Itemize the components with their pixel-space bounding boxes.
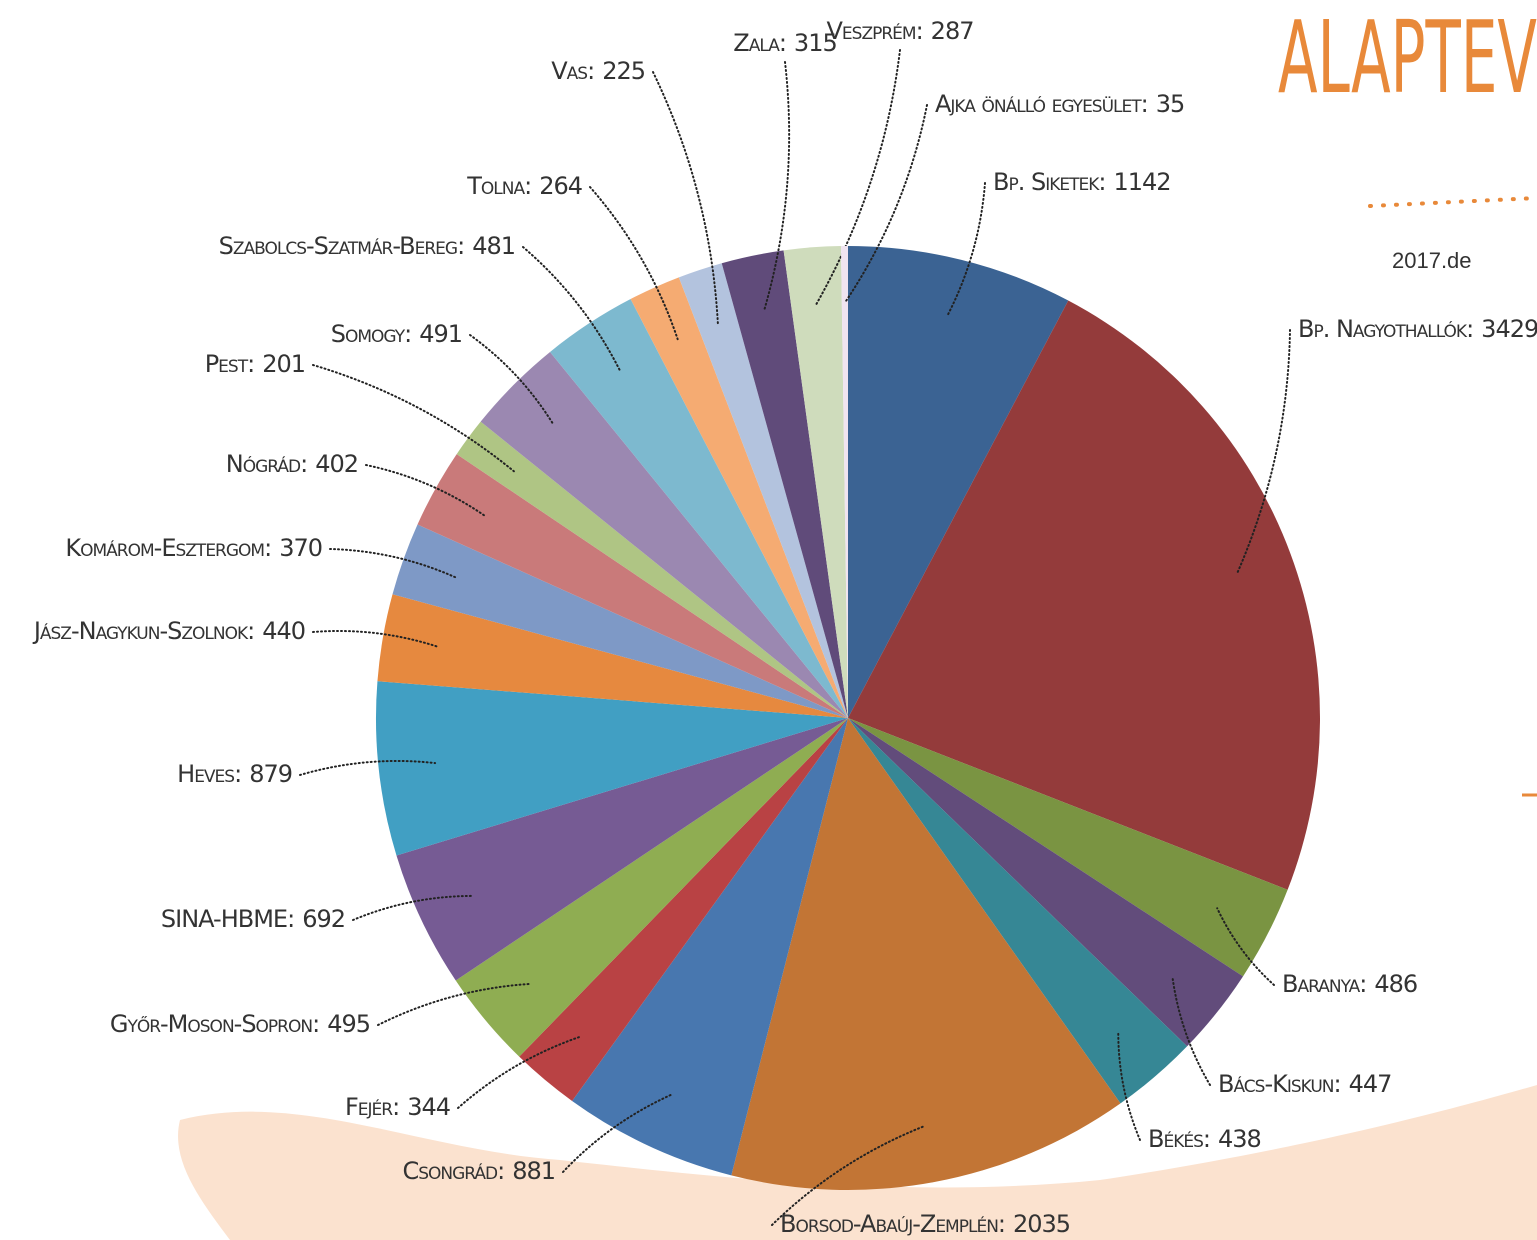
label-name: Vas: xyxy=(551,57,594,85)
slice-label: Szabolcs-Szatmár-Bereg:481 xyxy=(219,232,515,260)
label-name: Fejér: xyxy=(345,1093,399,1121)
slice-label: SINA-HBME: 692 xyxy=(161,905,345,933)
chart: ALAPTEV 2017.de Bp. Siketek: 1142 Bp. Nagy… xyxy=(0,0,1537,1240)
label-value: 438 xyxy=(1218,1125,1261,1153)
slice-label: Komárom-Esztergom: 370 xyxy=(65,534,322,562)
title: ALAPTEV xyxy=(1278,0,1537,116)
label-name: Bp. Nagyothallók: xyxy=(1298,315,1473,343)
slice-label: Bács-Kiskun: 447 xyxy=(1218,1070,1391,1098)
slice-label: Heves: 879 xyxy=(177,760,292,788)
label-name: Baranya: xyxy=(1282,970,1366,998)
slice-label: Jász-Nagykun-Szolnok: 440 xyxy=(32,617,305,645)
label-name: SINA-HBME: xyxy=(161,905,294,933)
slice-label: Bp. Nagyothallók: 3429 xyxy=(1298,315,1537,343)
slice-label: Vas: 225 xyxy=(551,57,645,85)
label-value: 35 xyxy=(1156,90,1185,118)
slice-label: Csongrád: 881 xyxy=(402,1157,555,1185)
slice-label: Nógrád: 402 xyxy=(226,450,358,478)
slice-label: Zala:315 xyxy=(733,29,836,57)
label-name: Pest: xyxy=(205,350,254,378)
label-value: 692 xyxy=(302,905,345,933)
label-value: 264 xyxy=(539,172,582,200)
label-value: 881 xyxy=(512,1157,555,1185)
label-value: 370 xyxy=(279,534,322,562)
label-name: Komárom-Esztergom: xyxy=(65,534,271,562)
title-decoration xyxy=(1370,198,1537,206)
label-name: Csongrád: xyxy=(402,1157,504,1185)
label-value: 225 xyxy=(602,57,645,85)
label-name: Zala: xyxy=(733,29,786,57)
label-name: Bács-Kiskun: xyxy=(1218,1070,1341,1098)
label-name: Somogy: xyxy=(331,320,411,348)
slice-label: Győr-Moson-Sopron: 495 xyxy=(110,1010,370,1038)
label-value: 447 xyxy=(1349,1070,1392,1098)
label-value: 2035 xyxy=(1013,1210,1070,1238)
label-name: Heves: xyxy=(177,760,241,788)
label-name: Nógrád: xyxy=(226,450,307,478)
label-value: 3429 xyxy=(1481,315,1537,343)
pie: Bp. Siketek: 1142 Bp. Nagyothallók: 3429 Bar… xyxy=(32,17,1537,1238)
label-name: Jász-Nagykun-Szolnok: xyxy=(32,617,254,645)
label-name: Békés: xyxy=(1148,1125,1210,1153)
label-value: 481 xyxy=(472,232,515,260)
slice-label: Somogy: 491 xyxy=(331,320,462,348)
slice-label: Veszprém: 287 xyxy=(827,17,974,45)
slice-label: Ajka önálló egyesület: 35 xyxy=(935,90,1184,118)
label-name: Veszprém: xyxy=(827,17,923,45)
label-name: Szabolcs-Szatmár-Bereg: xyxy=(219,232,465,260)
label-value: 344 xyxy=(407,1093,450,1121)
slice-label: Békés: 438 xyxy=(1148,1125,1261,1153)
label-value: 491 xyxy=(419,320,462,348)
label-value: 495 xyxy=(327,1010,370,1038)
slice-label: Tolna: 264 xyxy=(466,172,582,200)
label-name: Bp. Siketek: xyxy=(993,168,1105,196)
label-value: 287 xyxy=(931,17,974,45)
label-value: 879 xyxy=(249,760,292,788)
label-name: Ajka önálló egyesület: xyxy=(935,90,1148,118)
slice-label: Baranya: 486 xyxy=(1282,970,1417,998)
label-name: Borsod-Abaúj-Zemplén: xyxy=(780,1210,1005,1238)
label-name: Győr-Moson-Sopron: xyxy=(110,1010,319,1038)
slice-label: Bp. Siketek: 1142 xyxy=(993,168,1171,196)
label-value: 201 xyxy=(262,350,305,378)
label-name: Tolna: xyxy=(466,172,531,200)
slice-label: Pest: 201 xyxy=(205,350,305,378)
label-value: 1142 xyxy=(1113,168,1170,196)
label-value: 402 xyxy=(315,450,358,478)
slice-label: Fejér: 344 xyxy=(345,1093,450,1121)
slice-label: Borsod-Abaúj-Zemplén: 2035 xyxy=(780,1210,1070,1238)
label-value: 486 xyxy=(1374,970,1417,998)
subtitle: 2017.de xyxy=(1392,248,1472,273)
label-value: 440 xyxy=(262,617,305,645)
